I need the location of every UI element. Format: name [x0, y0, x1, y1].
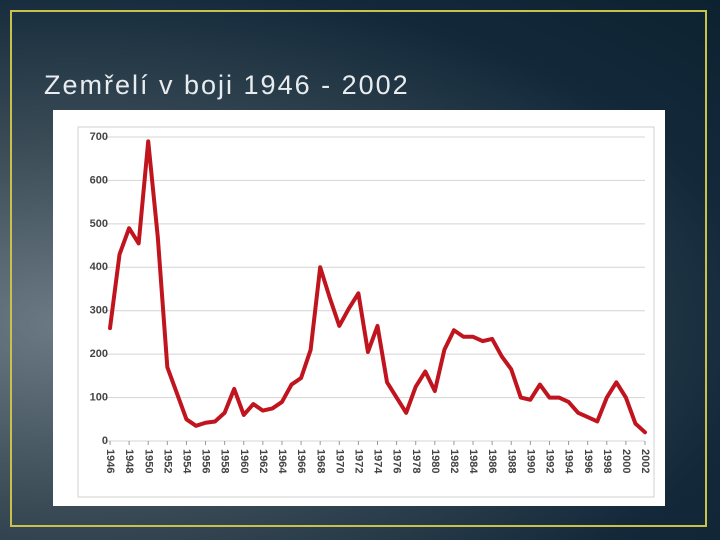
y-tick-label: 700: [90, 131, 108, 143]
x-tick-label: 1948: [123, 449, 135, 473]
y-tick-label: 200: [90, 348, 108, 360]
x-tick-label: 1956: [200, 449, 212, 473]
x-tick-label: 1996: [582, 449, 594, 473]
x-tick-label: 1976: [391, 449, 403, 473]
y-tick-label: 300: [90, 305, 108, 317]
x-tick-label: 1968: [314, 449, 326, 473]
plot-frame: [77, 126, 655, 498]
x-tick-label: 1946: [104, 449, 116, 473]
x-tick-label: 2000: [620, 449, 632, 473]
x-tick-label: 1988: [505, 449, 517, 473]
x-tick-label: 1974: [372, 449, 384, 474]
x-tick-label: 1970: [333, 449, 345, 473]
x-tick-label: 1984: [467, 449, 479, 474]
slide-frame: [10, 10, 707, 527]
x-tick-label: 1990: [524, 449, 536, 473]
x-tick-label: 1960: [238, 449, 250, 473]
x-tick-label: 1972: [352, 449, 364, 473]
slide-title: Zemřelí v boji 1946 - 2002: [44, 70, 410, 100]
x-tick-label: 1950: [142, 449, 154, 473]
x-tick-label: 1954: [181, 449, 193, 474]
y-tick-label: 0: [102, 435, 108, 447]
x-tick-label: 1992: [544, 449, 556, 473]
x-tick-label: 1978: [410, 449, 422, 473]
x-tick-label: 1966: [295, 449, 307, 473]
y-tick-label: 100: [90, 391, 108, 403]
x-tick-label: 1980: [429, 449, 441, 473]
x-tick-label: 1958: [219, 449, 231, 473]
x-tick-label: 1964: [276, 449, 288, 474]
x-tick-label: 1982: [448, 449, 460, 473]
x-tick-label: 1998: [601, 449, 613, 473]
data-line: [108, 139, 647, 435]
x-tick-label: 2002: [639, 449, 651, 473]
y-tick-label: 600: [90, 174, 108, 186]
x-tick-label: 1962: [257, 449, 269, 473]
x-tick-label: 1994: [563, 449, 575, 474]
x-tick-label: 1986: [486, 449, 498, 473]
y-tick-label: 500: [90, 218, 108, 230]
x-tick-label: 1952: [161, 449, 173, 473]
y-tick-label: 400: [90, 261, 108, 273]
